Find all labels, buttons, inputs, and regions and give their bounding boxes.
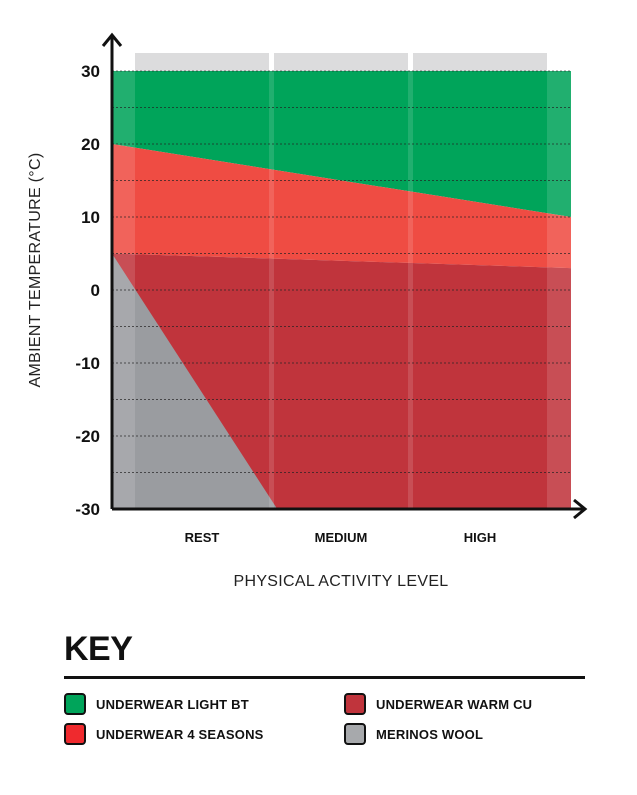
key-item-underwear-light-bt: UNDERWEAR LIGHT BT	[64, 693, 249, 715]
x-tick-label: REST	[185, 530, 220, 545]
chart-bands	[135, 53, 547, 71]
y-tick-label: 20	[81, 135, 100, 154]
chart-axes	[101, 32, 588, 520]
area-merinos-wool	[112, 253, 278, 509]
y-axis-label: AMBIENT TEMPERATURE (°C)	[27, 153, 44, 388]
key-divider	[64, 676, 585, 679]
y-tick-label: -20	[75, 427, 100, 446]
x-axis-label: PHYSICAL ACTIVITY LEVEL	[234, 573, 449, 590]
chart-ticks: 30 20 10 0 -10 -20 -30 REST MEDIUM HIGH	[75, 62, 496, 545]
category-gap-2	[408, 71, 413, 509]
y-tick-label: 0	[91, 281, 100, 300]
x-axis-arrow	[573, 498, 588, 520]
key-label: UNDERWEAR LIGHT BT	[96, 696, 249, 712]
x-tick-label: HIGH	[464, 530, 497, 545]
key-title: KEY	[64, 630, 133, 668]
swatch-merinos-wool	[344, 723, 366, 745]
category-gap-0	[112, 71, 135, 509]
category-gap-3	[547, 71, 571, 509]
category-band-2	[413, 53, 547, 71]
chart-grid	[112, 70, 571, 473]
key-item-merinos-wool: MERINOS WOOL	[344, 723, 483, 745]
category-band-1	[274, 53, 408, 71]
y-tick-label: -30	[75, 500, 100, 519]
key-item-underwear-warm-cu: UNDERWEAR WARM CU	[344, 693, 532, 715]
area-underwear-4-seasons	[112, 144, 571, 269]
swatch-4-seasons	[64, 723, 86, 745]
key-item-underwear-4-seasons: UNDERWEAR 4 SEASONS	[64, 723, 264, 745]
x-tick-label: MEDIUM	[315, 530, 368, 545]
key-label: UNDERWEAR WARM CU	[376, 696, 533, 712]
y-tick-label: 10	[81, 208, 100, 227]
y-tick-label: -10	[75, 354, 100, 373]
y-tick-label: 30	[81, 62, 100, 81]
category-gap-1	[269, 71, 274, 509]
swatch-warm-cu	[344, 693, 366, 715]
swatch-light-bt	[64, 693, 86, 715]
category-band-0	[135, 53, 269, 71]
key-label: UNDERWEAR 4 SEASONS	[96, 726, 264, 742]
key-label: MERINOS WOOL	[376, 726, 484, 742]
y-axis-arrow	[101, 32, 123, 47]
chart: 30 20 10 0 -10 -20 -30 REST MEDIUM HIGH AMBIENT T…	[27, 32, 588, 590]
